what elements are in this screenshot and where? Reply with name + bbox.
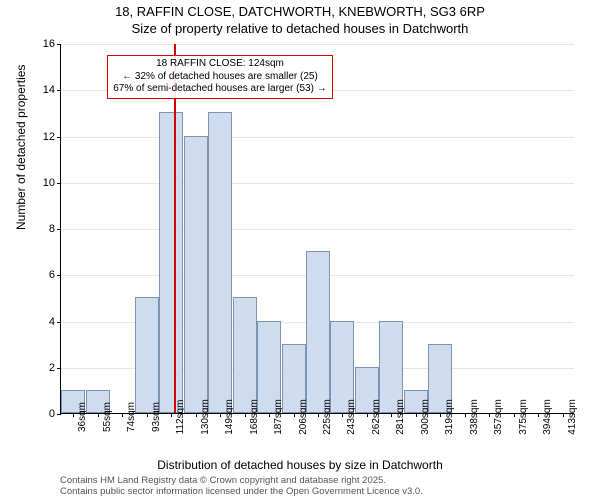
gridline — [61, 229, 574, 230]
ytick-mark — [57, 414, 61, 415]
xtick-mark — [318, 413, 319, 417]
ytick-mark — [57, 368, 61, 369]
title-line-1: 18, RAFFIN CLOSE, DATCHWORTH, KNEBWORTH,… — [115, 4, 485, 19]
xtick-mark — [563, 413, 564, 417]
xtick-mark — [342, 413, 343, 417]
histogram-bar — [233, 297, 257, 413]
xtick-label: 394sqm — [542, 399, 553, 435]
xtick-mark — [538, 413, 539, 417]
ytick-label: 16 — [43, 38, 55, 50]
xtick-label: 357sqm — [493, 399, 504, 435]
histogram-bar — [135, 297, 159, 413]
xtick-label: 413sqm — [567, 399, 578, 435]
xtick-mark — [440, 413, 441, 417]
xtick-mark — [416, 413, 417, 417]
xtick-label: 55sqm — [102, 402, 113, 432]
xtick-mark — [245, 413, 246, 417]
xtick-mark — [171, 413, 172, 417]
title-line-2: Size of property relative to detached ho… — [132, 21, 469, 36]
chart-area: 024681012141636sqm55sqm74sqm93sqm112sqm1… — [60, 44, 574, 414]
xtick-mark — [122, 413, 123, 417]
ytick-label: 0 — [49, 408, 55, 420]
xtick-mark — [514, 413, 515, 417]
gridline — [61, 137, 574, 138]
gridline — [61, 44, 574, 45]
xtick-mark — [294, 413, 295, 417]
histogram-bar — [184, 136, 208, 414]
ytick-mark — [57, 229, 61, 230]
y-axis-label: Number of detached properties — [14, 65, 28, 230]
ytick-label: 14 — [43, 84, 55, 96]
gridline — [61, 183, 574, 184]
xtick-label: 338sqm — [469, 399, 480, 435]
ytick-mark — [57, 90, 61, 91]
xtick-mark — [465, 413, 466, 417]
ytick-mark — [57, 322, 61, 323]
chart-title: 18, RAFFIN CLOSE, DATCHWORTH, KNEBWORTH,… — [0, 0, 600, 38]
xtick-label: 319sqm — [444, 399, 455, 435]
annotation-line: 67% of semi-detached houses are larger (… — [113, 83, 326, 96]
ytick-mark — [57, 137, 61, 138]
annotation-box: 18 RAFFIN CLOSE: 124sqm← 32% of detached… — [107, 55, 332, 99]
attribution-line-1: Contains HM Land Registry data © Crown c… — [60, 475, 386, 486]
plot-region: 024681012141636sqm55sqm74sqm93sqm112sqm1… — [60, 44, 574, 414]
ytick-label: 12 — [43, 131, 55, 143]
x-axis-label: Distribution of detached houses by size … — [0, 458, 600, 472]
ytick-mark — [57, 275, 61, 276]
xtick-mark — [269, 413, 270, 417]
histogram-bar — [159, 112, 183, 413]
ytick-label: 10 — [43, 177, 55, 189]
xtick-mark — [147, 413, 148, 417]
xtick-mark — [73, 413, 74, 417]
xtick-mark — [220, 413, 221, 417]
ytick-label: 8 — [49, 223, 55, 235]
xtick-mark — [391, 413, 392, 417]
xtick-mark — [489, 413, 490, 417]
attribution-text: Contains HM Land Registry data © Crown c… — [60, 476, 423, 498]
reference-line — [174, 44, 176, 413]
attribution-line-2: Contains public sector information licen… — [60, 486, 423, 497]
annotation-line: 18 RAFFIN CLOSE: 124sqm — [113, 58, 326, 71]
ytick-mark — [57, 44, 61, 45]
ytick-label: 6 — [49, 269, 55, 281]
ytick-mark — [57, 183, 61, 184]
histogram-bar — [306, 251, 330, 413]
xtick-label: 375sqm — [518, 399, 529, 435]
xtick-mark — [196, 413, 197, 417]
xtick-mark — [98, 413, 99, 417]
histogram-bar — [208, 112, 232, 413]
annotation-line: ← 32% of detached houses are smaller (25… — [113, 71, 326, 84]
xtick-mark — [367, 413, 368, 417]
ytick-label: 2 — [49, 362, 55, 374]
ytick-label: 4 — [49, 316, 55, 328]
